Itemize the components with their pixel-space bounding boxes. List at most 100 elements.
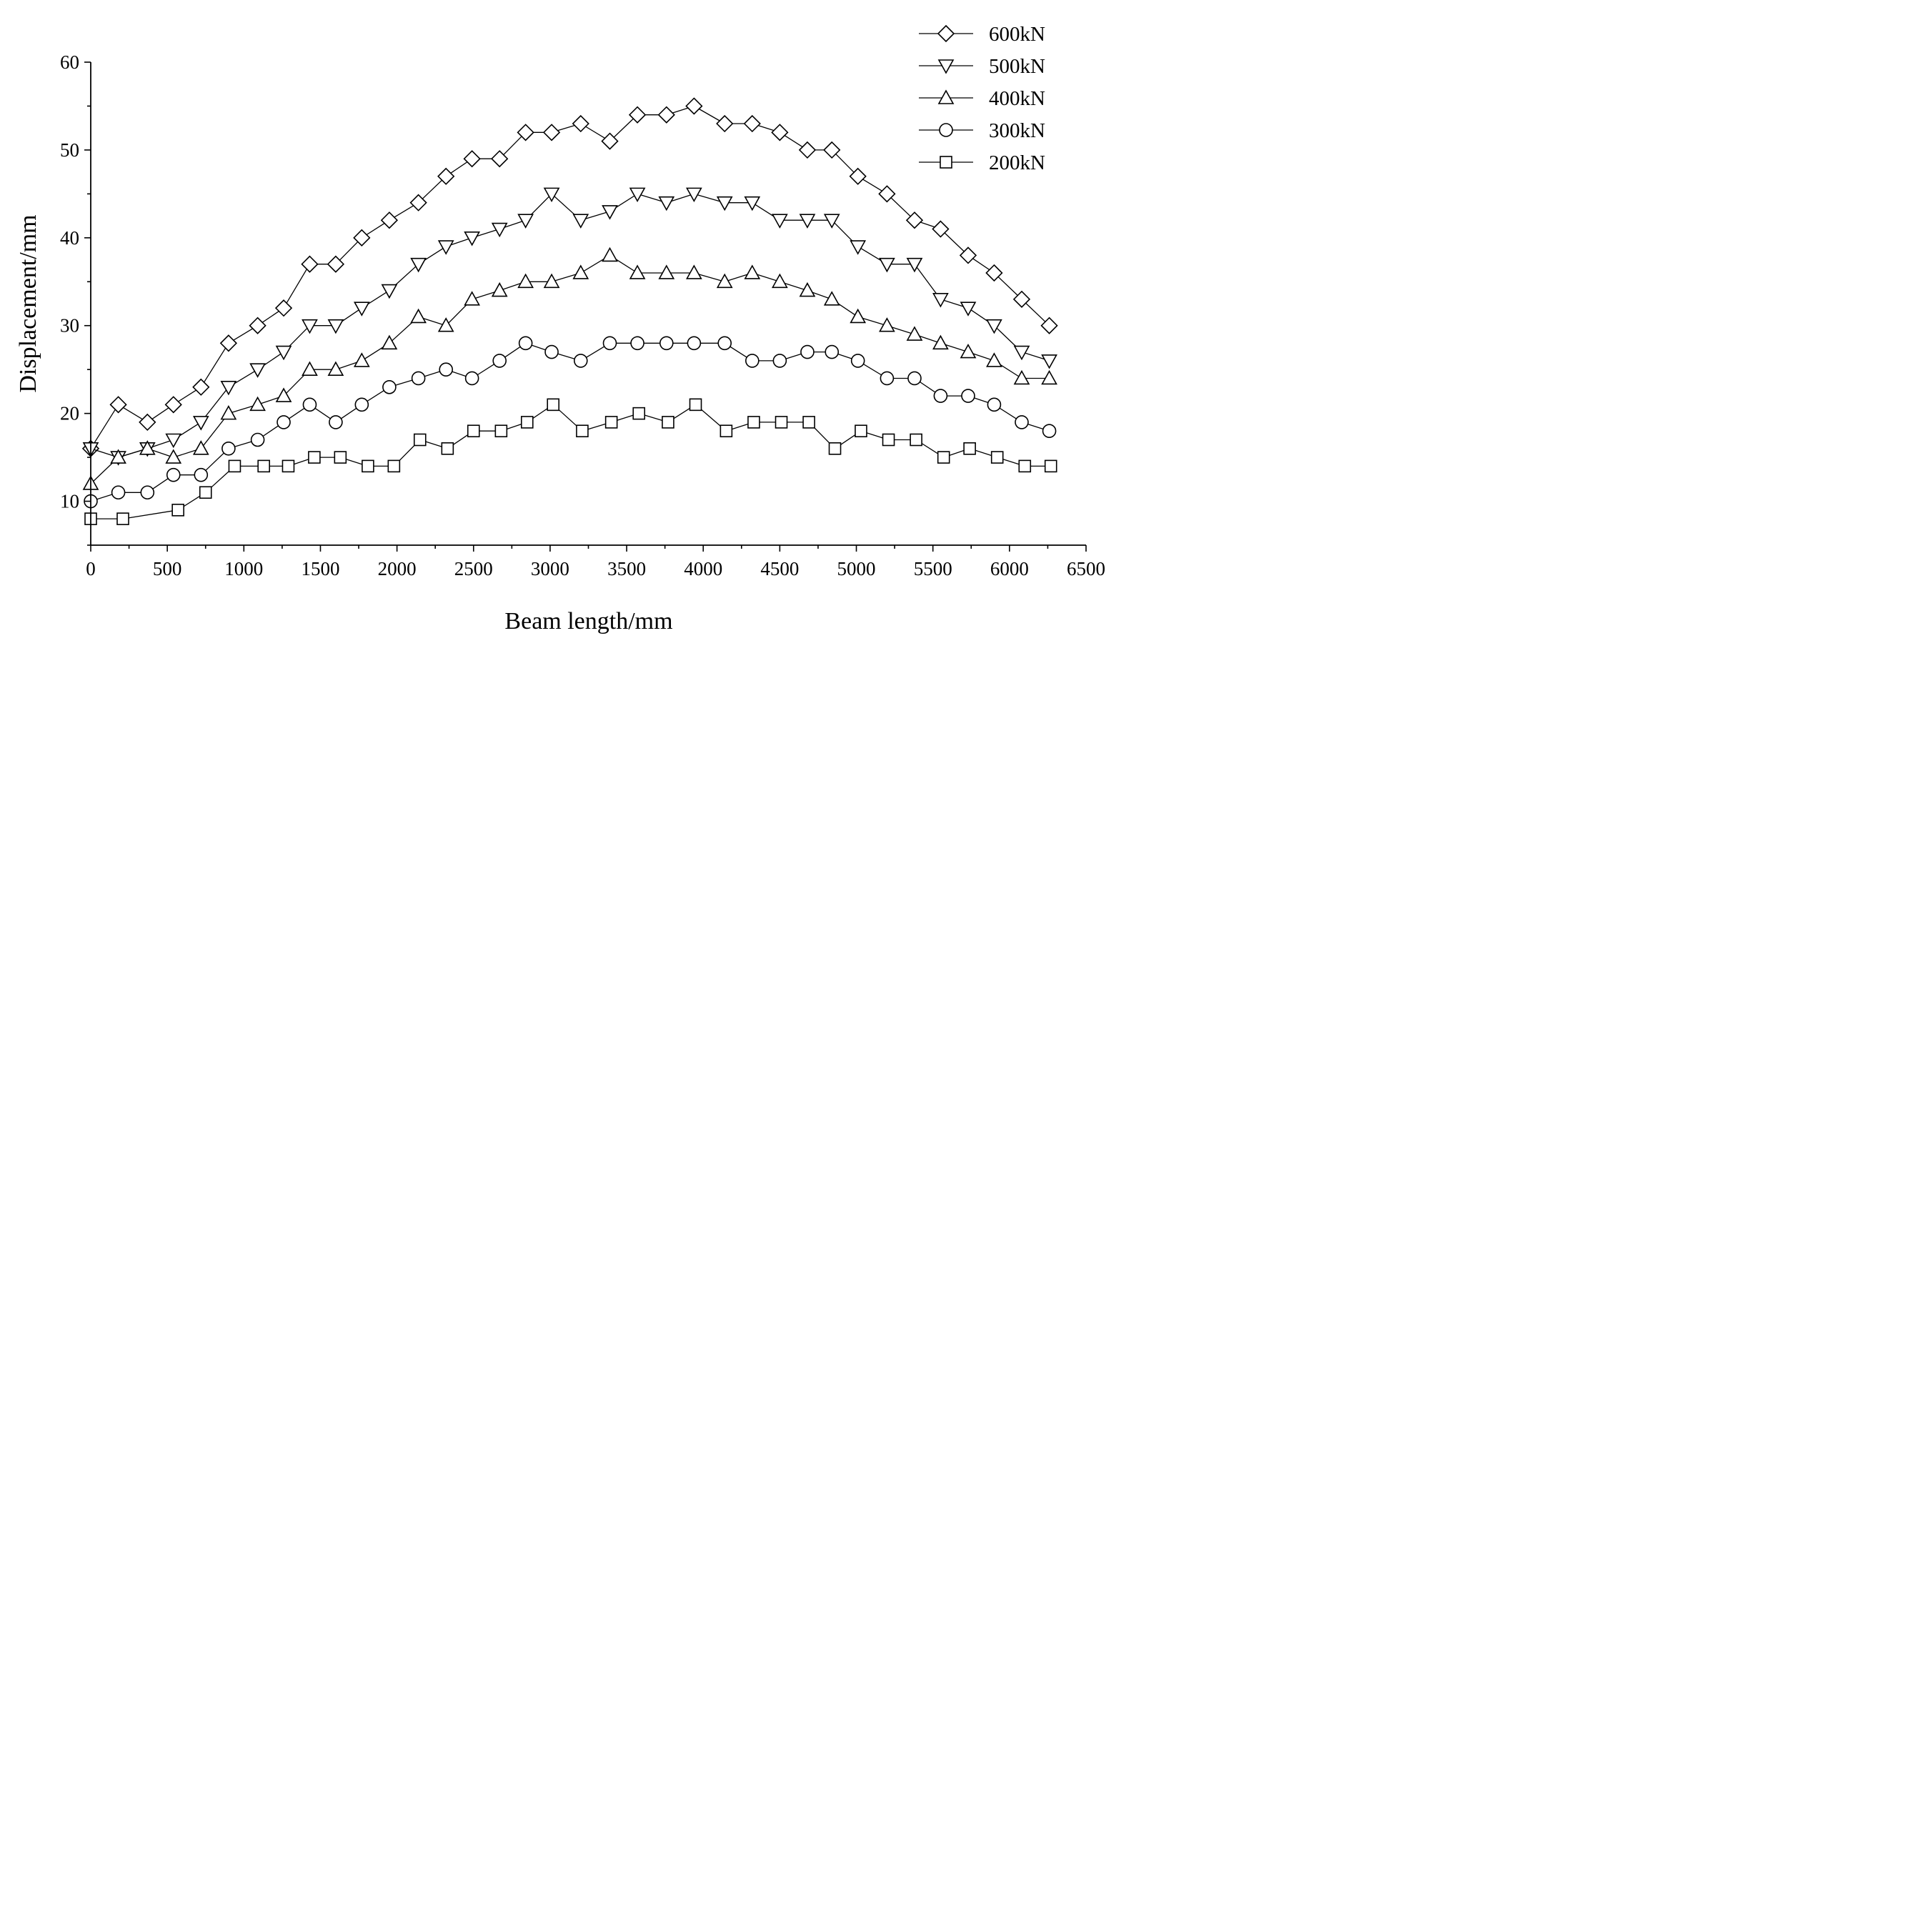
x-tick-label: 3000 [531,558,569,579]
series-300kN [84,336,1057,509]
data-point [439,362,453,377]
data-point [687,336,702,351]
data-point [932,293,949,308]
data-point [353,352,370,367]
data-point [880,371,895,386]
data-point [963,442,976,455]
data-point [882,433,895,447]
data-point [381,284,398,299]
data-point [572,114,589,133]
y-tick-label: 30 [60,315,79,337]
data-point [632,407,646,420]
y-tick-label: 60 [60,51,79,73]
data-point [719,424,733,438]
data-point [547,398,560,412]
legend-marker [939,123,953,137]
data-point [685,97,703,115]
data-point [658,264,675,279]
data-point [249,317,267,334]
legend-item: 300kN [919,119,1045,142]
displacement-chart: 0 500 1000 1500 2000 2500 3000 3500 4000 4500 5000… [0,0,1117,647]
data-point [628,106,647,124]
data-point [906,326,923,341]
data-point [192,378,210,396]
data-point [257,459,270,473]
x-tick-label: 500 [153,558,182,579]
data-point [165,433,182,449]
data-point [302,319,318,334]
data-point [437,317,454,332]
data-point [907,371,922,386]
data-point [855,424,867,438]
x-tick-label: 5000 [837,558,876,579]
legend-label: 400kN [989,87,1045,110]
data-point [662,416,674,429]
data-point [250,432,265,447]
legend-item: 600kN [919,23,1045,46]
data-point [410,308,427,324]
data-point [381,334,398,350]
data-point [717,336,732,351]
y-axis-title: Displacement/mm [15,214,41,392]
data-point [109,396,127,414]
chart-svg: 0 500 1000 1500 2000 2500 3000 3500 4000 4500 5000… [15,23,1105,634]
data-point [165,449,182,464]
data-point [572,214,589,229]
data-point [775,416,788,429]
legend-label: 300kN [989,119,1045,142]
data-point [1041,354,1057,369]
data-point [573,354,588,368]
data-point [601,132,619,150]
data-point [410,257,427,273]
x-tick-label: 1500 [301,558,339,579]
data-point [219,334,238,352]
data-point [334,451,347,464]
data-point [744,264,761,279]
series-layer [81,97,1058,525]
data-point [111,485,126,500]
data-point [716,114,734,133]
data-point [905,211,924,229]
data-point [906,257,923,273]
data-point [910,433,922,447]
data-point [799,214,816,229]
data-point [1042,424,1057,439]
legend-item: 200kN [919,151,1045,174]
data-point [220,404,237,420]
data-point [327,361,344,376]
data-point [986,319,1002,334]
data-point [354,397,369,412]
legend-marker [937,89,955,104]
data-point [772,273,788,289]
data-point [329,415,343,429]
data-point [327,319,344,334]
data-point [353,302,370,317]
legend: 600kN 500kN 400kN 300kN 200kN [919,23,1045,174]
y-tick-label: 40 [60,227,79,249]
legend-item: 400kN [919,87,1045,110]
data-point [576,424,589,438]
data-point [353,229,371,247]
data-point [542,124,561,141]
x-tick-label: 3500 [607,558,646,579]
data-point [828,442,842,455]
data-point [602,247,618,262]
data-point [382,379,397,394]
data-point [275,345,292,361]
data-point [221,441,236,456]
data-point [657,106,675,124]
x-tick-label: 5500 [914,558,952,579]
legend-item: 500kN [919,55,1045,78]
data-point [228,459,242,473]
data-point [629,264,646,279]
data-point [110,449,126,464]
y-tick-label: 20 [60,403,79,424]
data-point [987,397,1002,412]
data-point [937,451,950,464]
data-point [823,141,841,159]
data-point [932,334,949,350]
data-point [437,240,454,255]
data-point [1013,369,1030,385]
data-point [308,451,321,464]
x-tick-label: 0 [86,558,96,579]
